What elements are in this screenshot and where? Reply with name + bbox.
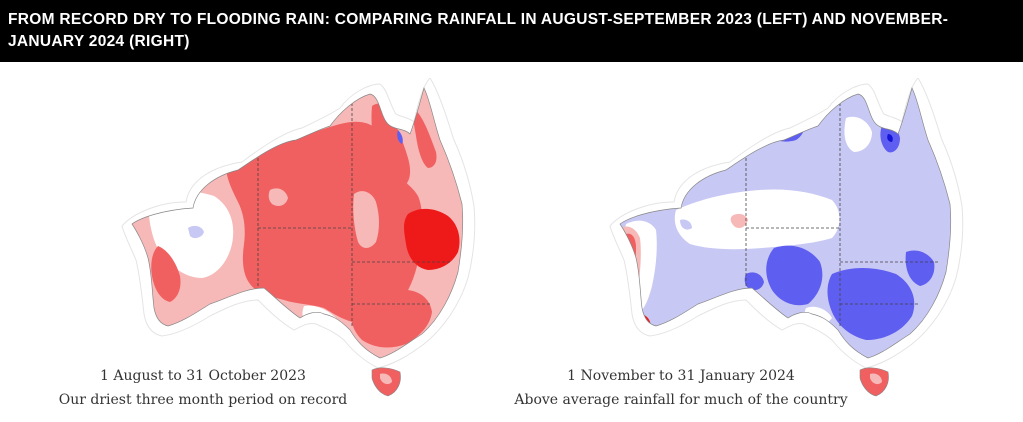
australia-map-wet xyxy=(609,78,964,397)
header-banner: FROM RECORD DRY TO FLOODING RAIN: COMPAR… xyxy=(0,0,1023,62)
caption-right: 1 November to 31 January 2024 Above aver… xyxy=(471,364,891,412)
rainfall-map-aug-oct-2023 xyxy=(118,78,478,408)
australia-map-dry xyxy=(121,78,476,397)
caption-left: 1 August to 31 October 2023 Our driest t… xyxy=(0,364,413,412)
date-range-left: 1 August to 31 October 2023 xyxy=(100,368,306,384)
description-left: Our driest three month period on record xyxy=(58,392,348,408)
description-right: Above average rainfall for much of the c… xyxy=(514,392,848,408)
date-range-right: 1 November to 31 January 2024 xyxy=(567,368,795,384)
rainfall-map-nov-jan-2024 xyxy=(606,78,966,408)
page-title: FROM RECORD DRY TO FLOODING RAIN: COMPAR… xyxy=(8,11,949,50)
